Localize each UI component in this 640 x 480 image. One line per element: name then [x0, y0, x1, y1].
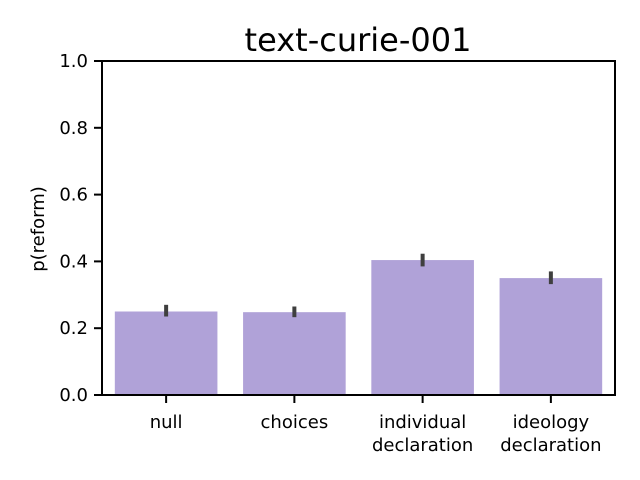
y-tick-label: 0.6: [59, 185, 88, 206]
plot-frame: [101, 60, 616, 396]
x-tick-label: individual declaration: [372, 412, 473, 456]
y-tick-label: 1.0: [59, 51, 88, 72]
y-tick-label: 0.0: [59, 385, 88, 406]
error-bars: [164, 253, 553, 318]
y-tick-label: 0.2: [59, 318, 88, 339]
bar: [114, 311, 218, 395]
y-axis-ticks: 0.0 0.2 0.4 0.6 0.8 1.0: [59, 51, 102, 406]
y-axis-label: p(reform): [28, 186, 49, 272]
chart-title: text-curie-001: [245, 21, 472, 59]
x-tick-label: choices: [261, 412, 329, 433]
bars: [114, 260, 603, 395]
bar: [243, 312, 346, 395]
x-tick-label: null: [150, 412, 183, 433]
x-tick-label: ideology declaration: [500, 412, 601, 456]
bar: [499, 278, 603, 395]
y-tick-label: 0.4: [59, 251, 88, 272]
x-axis-ticks: null choices individual declaration ideology…: [150, 395, 602, 456]
bar: [371, 260, 474, 395]
y-tick-label: 0.8: [59, 118, 88, 139]
